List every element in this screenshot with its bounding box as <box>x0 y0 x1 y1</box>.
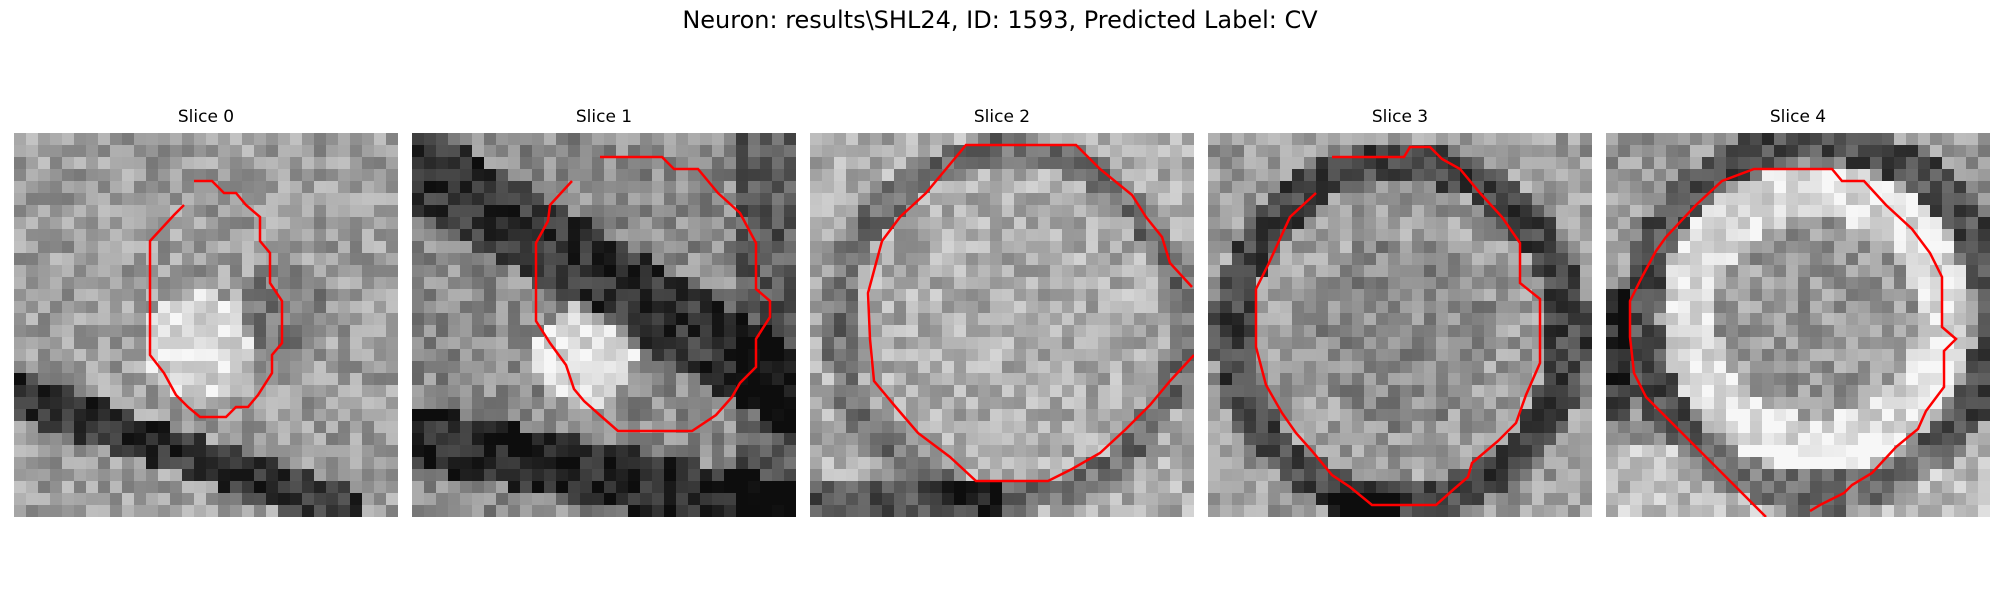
slice-image <box>412 133 796 517</box>
grayscale-texture <box>1208 133 1592 517</box>
panel-title: Slice 4 <box>1769 107 1827 127</box>
panel-title: Slice 1 <box>575 107 633 127</box>
figure-title: Neuron: results\SHL24, ID: 1593, Predict… <box>682 6 1318 34</box>
grayscale-texture <box>1606 133 1990 517</box>
contour-line <box>1254 145 1542 507</box>
contour-line <box>866 143 1194 483</box>
panel-title: Slice 2 <box>973 107 1031 127</box>
grayscale-texture <box>412 133 796 517</box>
slice-image <box>14 133 398 517</box>
panel-slice-2: Slice 2 <box>810 102 1194 517</box>
contour-line <box>534 155 772 433</box>
panel-title: Slice 3 <box>1371 107 1429 127</box>
contour-line <box>148 179 284 419</box>
panel-slice-0: Slice 0 <box>14 102 398 517</box>
slice-image <box>1208 133 1592 517</box>
grayscale-texture <box>14 133 398 517</box>
panel-slice-4: Slice 4 <box>1606 102 1990 517</box>
panel-slice-3: Slice 3 <box>1208 102 1592 517</box>
slice-image <box>1606 133 1990 517</box>
panel-title: Slice 0 <box>177 107 235 127</box>
grayscale-texture <box>810 133 1194 517</box>
contour-line <box>1628 167 1958 517</box>
slice-image <box>810 133 1194 517</box>
panel-slice-1: Slice 1 <box>412 102 796 517</box>
